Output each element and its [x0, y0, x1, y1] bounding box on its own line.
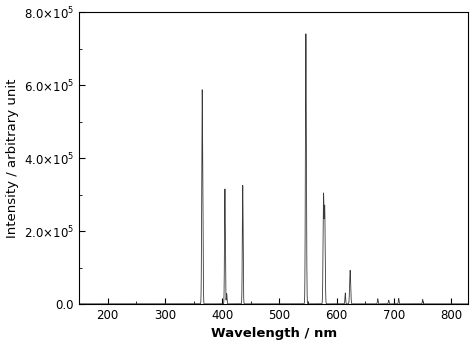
X-axis label: Wavelength / nm: Wavelength / nm [211, 327, 337, 340]
Y-axis label: Intensity / arbitrary unit: Intensity / arbitrary unit [6, 79, 18, 238]
